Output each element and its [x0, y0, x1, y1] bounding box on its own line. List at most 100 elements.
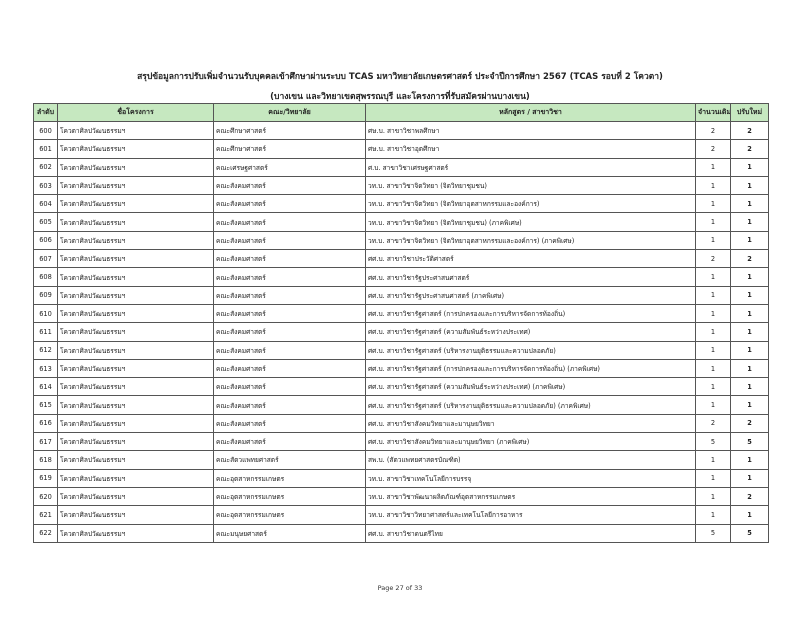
project-name: โควตาศิลปวัฒนธรรมฯ [57, 486, 214, 507]
program: วท.บ. สาขาวิชาวิทยาศาสตร์และเทคโนโลยีการ… [365, 505, 696, 525]
row-number: 604 [33, 194, 58, 214]
adjusted-count: 1 [730, 358, 769, 379]
project-name: โควตาศิลปวัฒนธรรมฯ [57, 267, 214, 287]
document-title: สรุปข้อมูลการปรับเพิ่มจำนวนรับบุคคลเข้าศ… [137, 72, 663, 82]
project-name: โควตาศิลปวัฒนธรรมฯ [57, 395, 214, 415]
adjusted-count: 1 [730, 230, 769, 251]
program: ศศ.บ. สาขาวิชาสังคมวิทยาและมานุษยวิทยา [365, 413, 696, 434]
program: สพ.บ. (สัตวแพทยศาสตรบัณฑิต) [365, 450, 696, 470]
row-number: 617 [33, 432, 58, 452]
program: วท.บ. สาขาวิชาจิตวิทยา (จิตวิทยาชุมชน) (… [365, 212, 696, 232]
faculty: คณะสังคมศาสตร์ [213, 194, 366, 214]
faculty: คณะสังคมศาสตร์ [213, 285, 366, 305]
faculty: คณะสังคมศาสตร์ [213, 303, 366, 324]
table-row: 600 โควตาศิลปวัฒนธรรมฯ คณะศึกษาศาสตร์ ศษ.บ.… [33, 120, 769, 141]
project-name: โควตาศิลปวัฒนธรรมฯ [57, 523, 214, 543]
row-number: 602 [33, 157, 58, 177]
faculty: คณะสัตวแพทยศาสตร์ [213, 450, 366, 470]
original-count: 2 [695, 120, 731, 141]
adjusted-count: 1 [730, 267, 769, 287]
faculty: คณะอุตสาหกรรมเกษตร [213, 468, 366, 488]
table-row: 609 โควตาศิลปวัฒนธรรมฯ คณะสังคมศาสตร์ ศศ.บ.… [33, 285, 769, 305]
adjusted-count: 1 [730, 468, 769, 488]
original-count: 1 [695, 285, 731, 305]
adjusted-count: 1 [730, 285, 769, 305]
row-number: 606 [33, 230, 58, 251]
original-count: 1 [695, 303, 731, 324]
program: ศศ.บ. สาขาวิชารัฐศาสตร์ (การปกครองและการ… [365, 358, 696, 379]
faculty: คณะศึกษาศาสตร์ [213, 120, 366, 141]
col-header-project: ชื่อโครงการ [57, 103, 214, 122]
program: ศศ.บ. สาขาวิชาดนตรีไทย [365, 523, 696, 543]
table-row: 618 โควตาศิลปวัฒนธรรมฯ คณะสัตวแพทยศาสตร์ สพ… [33, 450, 769, 470]
project-name: โควตาศิลปวัฒนธรรมฯ [57, 175, 214, 196]
project-name: โควตาศิลปวัฒนธรรมฯ [57, 450, 214, 470]
adjusted-count: 2 [730, 120, 769, 141]
original-count: 1 [695, 450, 731, 470]
program: ศศ.บ. สาขาวิชารัฐศาสตร์ (บริหารงานยุติธร… [365, 395, 696, 415]
program: ศศ.บ. สาขาวิชารัฐประศาสนศาสตร์ (ภาคพิเศษ… [365, 285, 696, 305]
faculty: คณะสังคมศาสตร์ [213, 340, 366, 360]
project-name: โควตาศิลปวัฒนธรรมฯ [57, 139, 214, 159]
table-row: 622 โควตาศิลปวัฒนธรรมฯ คณะมนุษยศาสตร์ ศศ.บ.… [33, 523, 769, 543]
faculty: คณะอุตสาหกรรมเกษตร [213, 486, 366, 507]
row-number: 612 [33, 340, 58, 360]
row-number: 613 [33, 358, 58, 379]
table-row: 617 โควตาศิลปวัฒนธรรมฯ คณะสังคมศาสตร์ ศศ.บ.… [33, 432, 769, 452]
table-row: 608 โควตาศิลปวัฒนธรรมฯ คณะสังคมศาสตร์ ศศ.บ.… [33, 267, 769, 287]
project-name: โควตาศิลปวัฒนธรรมฯ [57, 413, 214, 434]
faculty: คณะมนุษยศาสตร์ [213, 523, 366, 543]
row-number: 622 [33, 523, 58, 543]
original-count: 1 [695, 505, 731, 525]
program: ศษ.บ. สาขาวิชาอุตศึกษา [365, 139, 696, 159]
program: วท.บ. สาขาวิชาเทคโนโลยีการบรรจุ [365, 468, 696, 488]
project-name: โควตาศิลปวัฒนธรรมฯ [57, 505, 214, 525]
row-number: 619 [33, 468, 58, 488]
row-number: 620 [33, 486, 58, 507]
table-row: 615 โควตาศิลปวัฒนธรรมฯ คณะสังคมศาสตร์ ศศ.บ.… [33, 395, 769, 415]
project-name: โควตาศิลปวัฒนธรรมฯ [57, 340, 214, 360]
original-count: 1 [695, 175, 731, 196]
project-name: โควตาศิลปวัฒนธรรมฯ [57, 358, 214, 379]
adjusted-count: 1 [730, 395, 769, 415]
adjusted-count: 1 [730, 194, 769, 214]
page-number: Page 27 of 33 [377, 584, 423, 592]
faculty: คณะสังคมศาสตร์ [213, 267, 366, 287]
program: วท.บ. สาขาวิชาจิตวิทยา (จิตวิทยาอุตสาหกร… [365, 230, 696, 251]
program: ศษ.บ. สาขาวิชาพลศึกษา [365, 120, 696, 141]
faculty: คณะสังคมศาสตร์ [213, 395, 366, 415]
table-row: 605 โควตาศิลปวัฒนธรรมฯ คณะสังคมศาสตร์ วท.บ.… [33, 212, 769, 232]
adjusted-count: 1 [730, 212, 769, 232]
project-name: โควตาศิลปวัฒนธรรมฯ [57, 303, 214, 324]
project-name: โควตาศิลปวัฒนธรรมฯ [57, 230, 214, 251]
project-name: โควตาศิลปวัฒนธรรมฯ [57, 212, 214, 232]
table-header-row: ลำดับ ชื่อโครงการ คณะ/วิทยาลัย หลักสูตร … [33, 103, 769, 122]
program: วท.บ. สาขาวิชาจิตวิทยา (จิตวิทยาชุมชน) [365, 175, 696, 196]
original-count: 1 [695, 194, 731, 214]
original-count: 1 [695, 468, 731, 488]
faculty: คณะเศรษฐศาสตร์ [213, 157, 366, 177]
adjusted-count: 2 [730, 249, 769, 269]
program: ศศ.บ. สาขาวิชารัฐศาสตร์ (ความสัมพันธ์ระห… [365, 322, 696, 342]
document-subtitle: (บางเขน และวิทยาเขตสุพรรณบุรี และโครงการ… [270, 92, 530, 102]
project-name: โควตาศิลปวัฒนธรรมฯ [57, 194, 214, 214]
project-name: โควตาศิลปวัฒนธรรมฯ [57, 120, 214, 141]
col-header-faculty: คณะ/วิทยาลัย [213, 103, 366, 122]
program: ศศ.บ. สาขาวิชารัฐศาสตร์ (การปกครองและการ… [365, 303, 696, 324]
table-row: 620 โควตาศิลปวัฒนธรรมฯ คณะอุตสาหกรรมเกษตรว… [33, 486, 769, 507]
table-row: 611 โควตาศิลปวัฒนธรรมฯ คณะสังคมศาสตร์ ศศ.บ.… [33, 322, 769, 342]
original-count: 1 [695, 358, 731, 379]
admissions-table: ลำดับ ชื่อโครงการ คณะ/วิทยาลัย หลักสูตร … [33, 103, 769, 543]
faculty: คณะอุตสาหกรรมเกษตร [213, 505, 366, 525]
original-count: 1 [695, 340, 731, 360]
adjusted-count: 1 [730, 505, 769, 525]
faculty: คณะสังคมศาสตร์ [213, 175, 366, 196]
faculty: คณะสังคมศาสตร์ [213, 230, 366, 251]
col-header-original: จำนวนเดิม [695, 103, 731, 122]
row-number: 608 [33, 267, 58, 287]
col-header-program: หลักสูตร / สาขาวิชา [365, 103, 696, 122]
col-header-adjusted: ปรับใหม่ [730, 103, 769, 122]
original-count: 1 [695, 212, 731, 232]
project-name: โควตาศิลปวัฒนธรรมฯ [57, 249, 214, 269]
table-row: 604 โควตาศิลปวัฒนธรรมฯ คณะสังคมศาสตร์ วท.บ.… [33, 194, 769, 214]
